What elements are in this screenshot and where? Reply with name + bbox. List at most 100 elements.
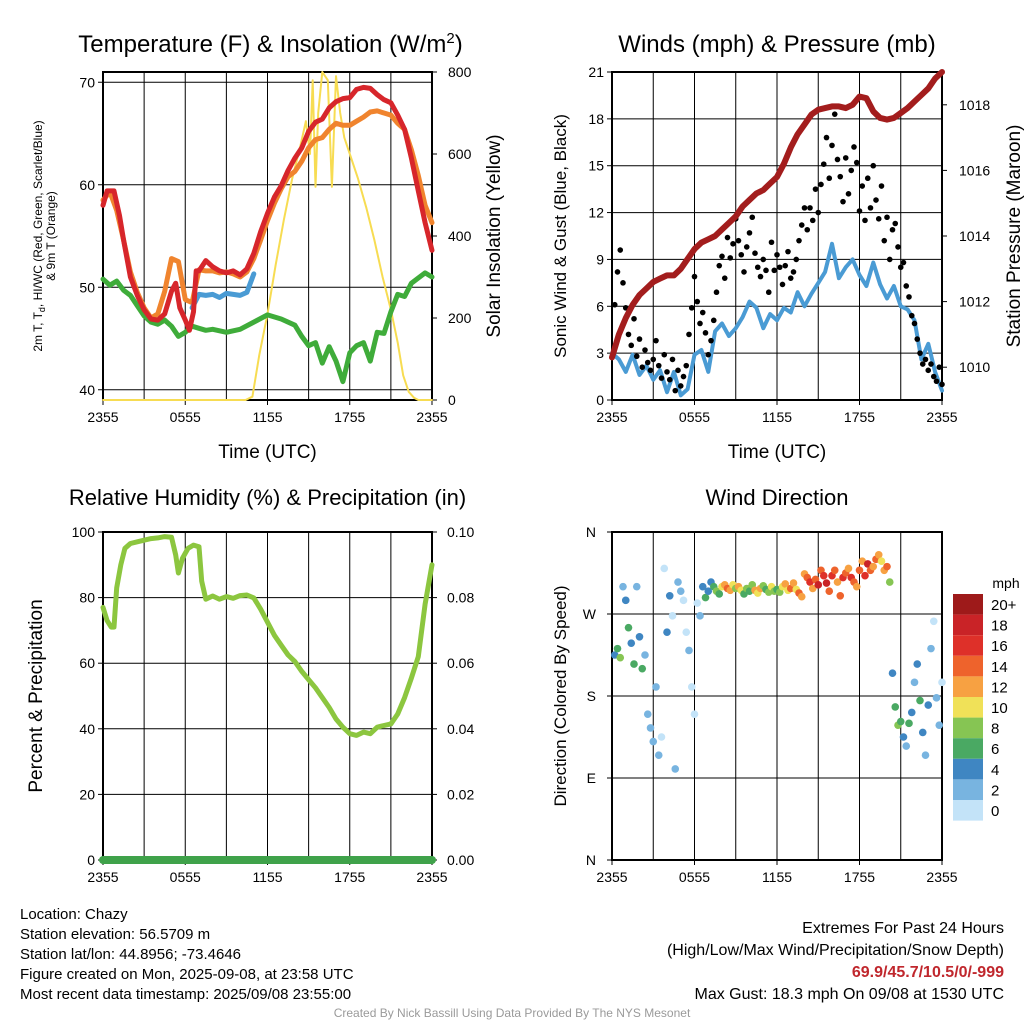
y-axis-label: Direction (Colored By Speed)	[551, 585, 570, 806]
y2-tick-label: 0.00	[447, 852, 474, 868]
gust-point	[639, 364, 646, 371]
gust-point	[713, 289, 720, 296]
gust-point	[807, 205, 813, 211]
direction-point	[913, 660, 922, 668]
gust-point	[735, 237, 742, 244]
gust-point	[886, 256, 893, 263]
chart-title: Wind Direction	[705, 485, 848, 510]
legend-label: 8	[991, 721, 999, 738]
direction-point	[665, 591, 674, 600]
gust-point	[895, 244, 901, 250]
gust-point	[768, 239, 775, 246]
max-gust-text: Max Gust: 18.3 mph On 09/08 at 1530 UTC	[694, 986, 1005, 1003]
chart-title: Temperature (F) & Insolation (W/m2)	[78, 30, 462, 58]
direction-point	[808, 584, 817, 593]
y-tick-label: 15	[588, 158, 604, 174]
legend-label: 20+	[991, 597, 1017, 614]
direction-point	[918, 728, 927, 737]
gust-point	[933, 378, 940, 385]
gust-point	[812, 186, 819, 192]
y-tick-label: 18	[588, 111, 604, 127]
direction-point	[836, 591, 845, 600]
legend-swatch	[953, 738, 983, 759]
series-temp9m-line	[100, 108, 435, 321]
location-text: Location: Chazy	[20, 906, 128, 923]
gust-point	[798, 222, 805, 228]
direction-point	[663, 628, 671, 637]
legend-swatch	[953, 800, 983, 821]
y2-tick-label: 0.10	[447, 524, 474, 540]
gust-point	[782, 262, 789, 269]
direction-point	[814, 581, 823, 589]
y-tick-label: 12	[588, 205, 604, 221]
y-tick-label: 60	[79, 655, 95, 671]
gust-point	[939, 381, 945, 388]
gust-point	[650, 356, 657, 363]
legend-swatch	[953, 779, 983, 800]
y2-tick-label: 0.04	[447, 721, 474, 737]
direction-point	[657, 733, 666, 741]
direction-point	[899, 733, 908, 741]
gust-point	[633, 353, 640, 360]
gust-point	[928, 361, 934, 367]
gust-point	[666, 376, 673, 383]
gust-point	[809, 217, 816, 224]
y2-tick-label: 600	[448, 146, 472, 162]
gust-point	[644, 359, 651, 366]
gust-point	[840, 198, 846, 205]
gust-point	[677, 383, 684, 389]
series-solar-line	[102, 71, 433, 401]
direction-point	[877, 557, 886, 565]
x-tick-label: 1755	[844, 409, 875, 425]
elevation-text: Station elevation: 56.5709 m	[20, 926, 211, 943]
y2-tick-label: 400	[448, 228, 472, 244]
x-tick-label: 1155	[252, 409, 282, 425]
direction-point	[649, 737, 658, 746]
legend-swatch	[953, 697, 983, 718]
legend-swatch	[953, 717, 983, 739]
y-tick-label: N	[586, 852, 596, 868]
gust-point	[878, 183, 885, 189]
series-temp-line	[100, 84, 435, 333]
y2-tick-label: 0	[448, 392, 456, 408]
direction-point	[682, 628, 691, 637]
gust-point	[826, 175, 833, 182]
direction-point	[935, 721, 944, 729]
y-tick-label: 40	[79, 382, 95, 398]
direction-point	[715, 590, 724, 598]
gust-point	[884, 214, 890, 221]
gust-point	[757, 273, 764, 280]
gust-point	[922, 356, 929, 363]
gust-point	[831, 111, 838, 117]
chart-title: Winds (mph) & Pressure (mb)	[618, 31, 935, 58]
direction-point	[638, 664, 647, 673]
direction-point	[671, 765, 680, 773]
x-axis-label: Time (UTC)	[218, 442, 317, 463]
gust-point	[936, 364, 943, 371]
x-tick-label: 2355	[416, 869, 447, 885]
y-tick-label: 9	[596, 251, 604, 267]
direction-point	[701, 593, 710, 602]
chart-title: Relative Humidity (%) & Precipitation (i…	[69, 485, 466, 510]
recent-data-text: Most recent data timestamp: 2025/09/08 2…	[20, 986, 352, 1003]
gust-point	[834, 156, 841, 163]
gust-point	[820, 161, 827, 167]
direction-point	[888, 669, 897, 678]
direction-point	[613, 644, 622, 653]
y-tick-label: 100	[72, 524, 96, 540]
gust-point	[881, 237, 888, 244]
y-axis-label: Percent & Precipitation	[26, 599, 47, 792]
y2-tick-label: 800	[448, 64, 472, 80]
direction-point	[927, 644, 935, 653]
gust-point	[708, 337, 714, 344]
gust-point	[776, 264, 783, 271]
direction-point	[674, 578, 682, 586]
direction-point	[921, 751, 930, 760]
direction-point	[781, 580, 790, 588]
direction-point	[902, 742, 911, 750]
y2-tick-label: 1014	[959, 228, 990, 244]
direction-point	[932, 694, 941, 702]
gust-point	[730, 241, 736, 247]
gust-point	[760, 256, 767, 263]
